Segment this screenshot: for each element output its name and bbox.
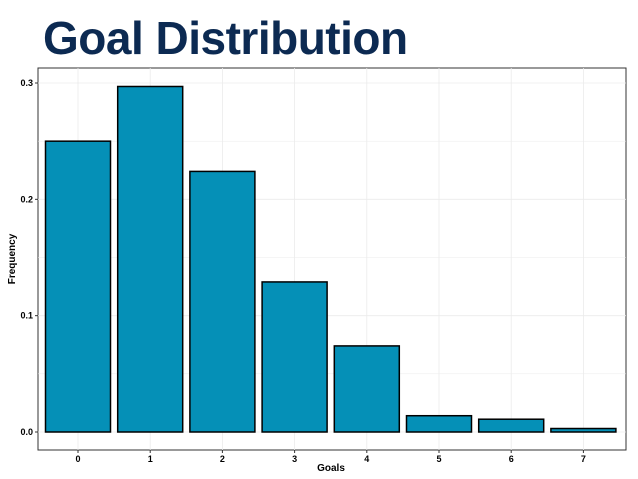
x-tick-label: 7: [581, 454, 586, 464]
y-tick-label: 0.1: [20, 311, 33, 321]
bar-5: [405, 414, 473, 433]
x-tick-label: 1: [148, 454, 153, 464]
x-tick-label: 0: [75, 454, 80, 464]
y-tick-label: 0.0: [20, 427, 33, 437]
x-tick-label: 2: [220, 454, 225, 464]
x-tick-label: 4: [364, 454, 369, 464]
bar-4: [333, 345, 401, 433]
bar-3: [261, 281, 328, 433]
bars: [44, 85, 617, 433]
bar-0: [44, 140, 112, 433]
slide-title: Goal Distribution: [43, 12, 408, 64]
x-tick-label: 3: [292, 454, 297, 464]
bar-6: [477, 418, 545, 433]
bar-2: [189, 170, 256, 433]
x-tick-label: 6: [509, 454, 514, 464]
x-axis-title: Goals: [317, 463, 345, 474]
y-axis-ticks: 0.0 0.1 0.2 0.3: [20, 78, 38, 437]
x-tick-label: 5: [436, 454, 441, 464]
bar-1: [116, 85, 184, 433]
x-axis-ticks: 0 1 2 3 4 5 6 7: [75, 450, 586, 464]
plot-panel: [37, 67, 627, 451]
y-axis-title: Frequency: [7, 233, 18, 284]
y-tick-label: 0.3: [20, 78, 33, 88]
y-tick-label: 0.2: [20, 194, 33, 204]
bar-7: [550, 427, 617, 433]
